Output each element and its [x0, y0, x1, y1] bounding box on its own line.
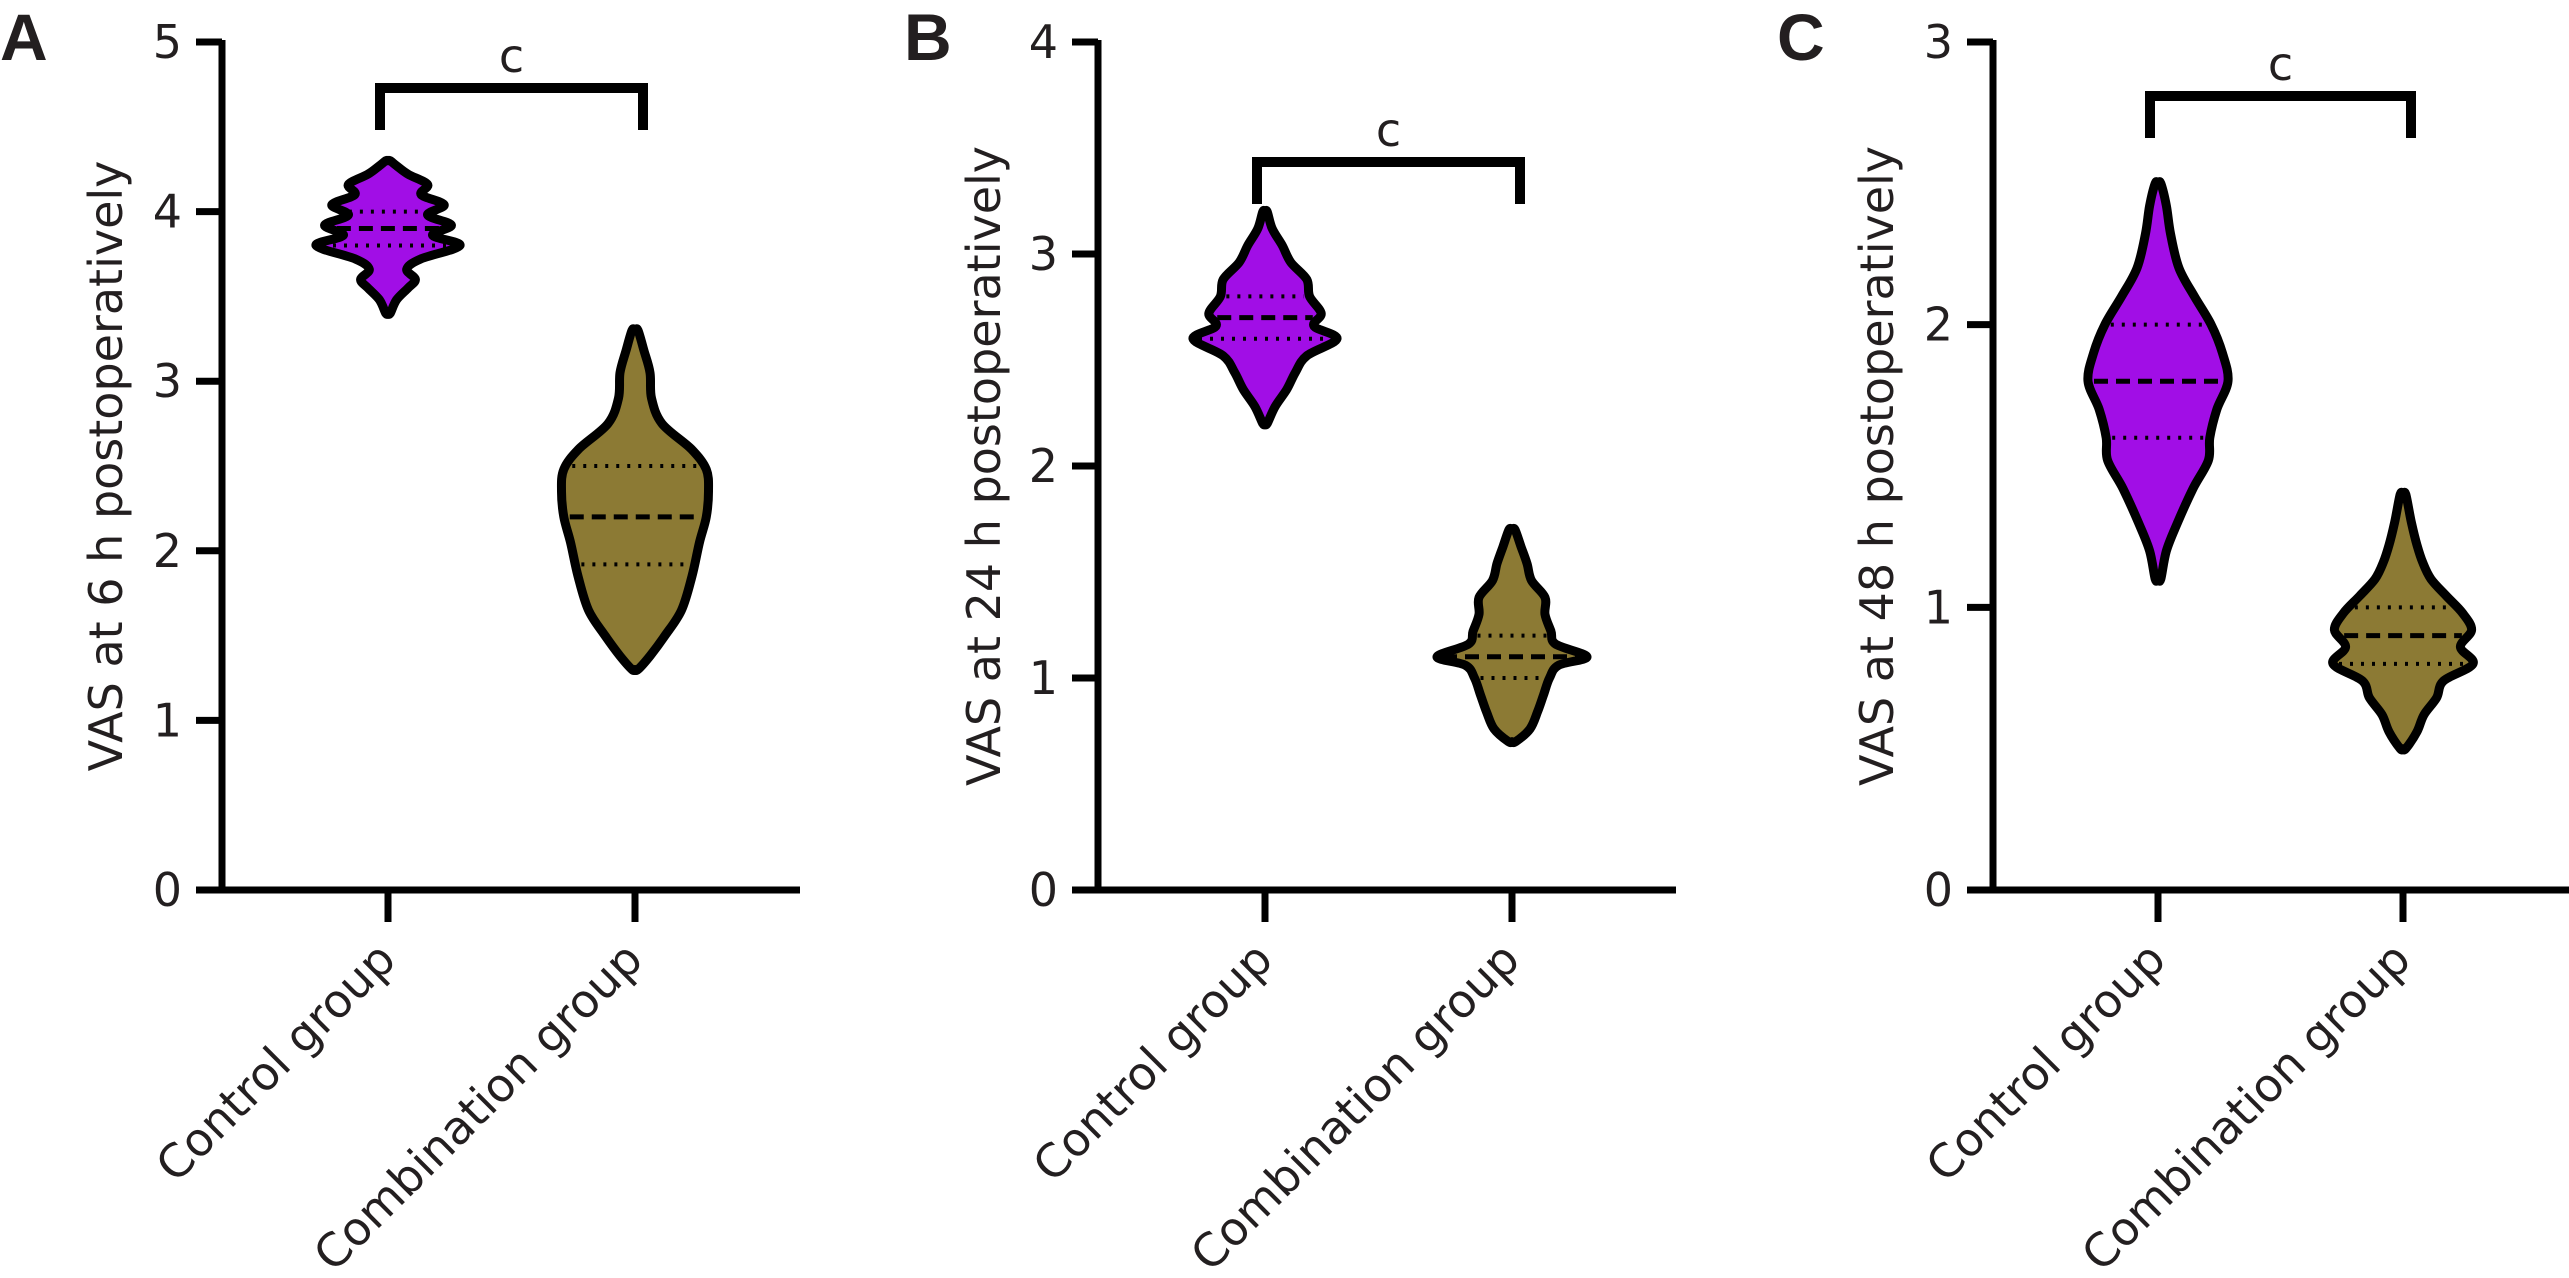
y-axis-title: VAS at 48 h postoperatively — [1850, 146, 1904, 786]
panel-letter: C — [1777, 0, 1825, 74]
y-tick-label: 2 — [153, 524, 182, 578]
y-axis-title: VAS at 6 h postoperatively — [79, 161, 133, 772]
x-category-label: Control group — [1022, 932, 1283, 1193]
violin-control — [311, 155, 465, 319]
violin-body — [556, 324, 714, 675]
y-tick-label: 4 — [153, 185, 182, 239]
panel-letter: A — [0, 0, 48, 74]
y-tick-label: 4 — [1029, 15, 1058, 69]
violin-body — [2083, 177, 2233, 586]
y-tick-label: 3 — [1924, 15, 1953, 69]
panel-c: C 0 1 2 3 VAS at 48 h postoperatively Control … — [1777, 0, 2569, 1278]
y-axis-title: VAS at 24 h postoperatively — [957, 146, 1011, 786]
panel-a: A 0 1 2 3 4 5 VAS at 6 h postoperatively Control… — [0, 0, 800, 1278]
panel-letter: B — [904, 0, 952, 74]
significance-bracket — [2145, 91, 2416, 138]
y-tick-label: 0 — [1029, 863, 1058, 917]
y-tick-label: 5 — [153, 15, 182, 69]
y-tick-label: 1 — [1924, 580, 1953, 634]
y-tick-label: 0 — [1924, 863, 1953, 917]
significance-label: c — [2268, 37, 2293, 91]
y-tick-label: 2 — [1029, 439, 1058, 493]
x-category-label: Control group — [1915, 932, 2176, 1193]
x-category-label: Control group — [145, 932, 406, 1193]
significance-bracket — [1252, 157, 1525, 204]
panel-b: B 0 1 2 3 4 VAS at 24 h postoperatively Control… — [904, 0, 1676, 1278]
significance-label: c — [1376, 103, 1401, 157]
violin-body — [311, 155, 465, 319]
y-tick-label: 2 — [1924, 298, 1953, 352]
significance-bracket — [375, 83, 648, 130]
violin-control — [1188, 205, 1342, 430]
violin-combination — [556, 324, 714, 675]
violin-control — [2083, 177, 2233, 586]
violin-combination — [1432, 523, 1592, 748]
y-tick-label: 3 — [1029, 227, 1058, 281]
violin-combination — [2328, 487, 2478, 755]
y-tick-label: 0 — [153, 863, 182, 917]
violin-body — [2328, 487, 2478, 755]
y-tick-label: 3 — [153, 354, 182, 408]
significance-label: c — [499, 29, 524, 83]
y-tick-label: 1 — [1029, 651, 1058, 705]
y-tick-label: 1 — [153, 693, 182, 747]
